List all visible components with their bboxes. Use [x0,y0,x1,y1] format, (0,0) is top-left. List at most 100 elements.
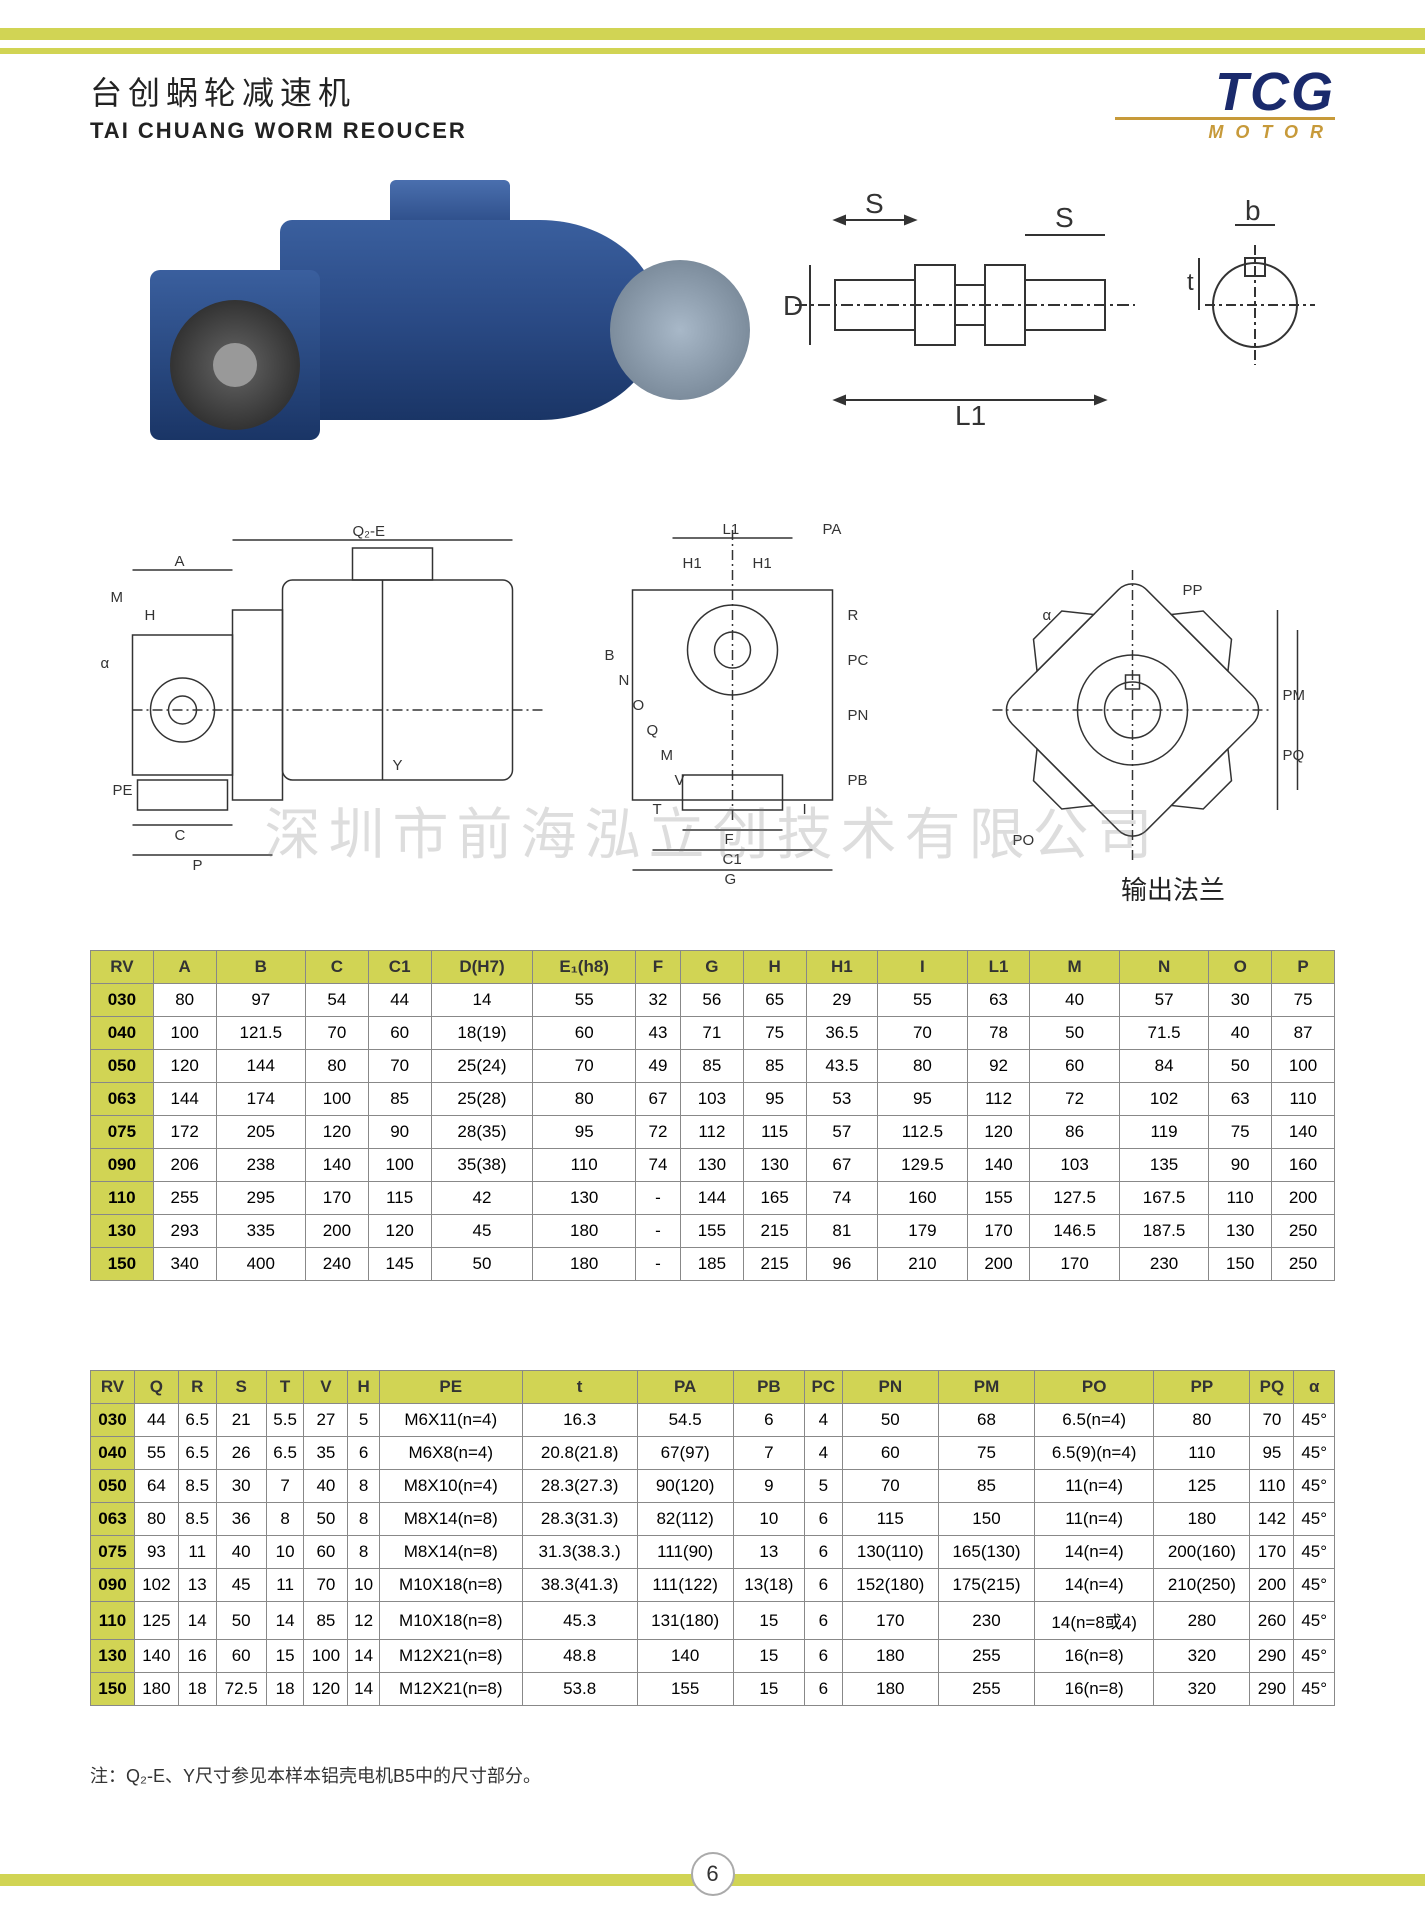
table-cell: 85 [680,1050,743,1083]
table-cell: 6 [805,1503,843,1536]
svg-text:L1: L1 [723,521,740,538]
table-cell: 230 [938,1602,1034,1640]
table-row: 07593114010608M8X14(n=8)31.3(38.3.)111(9… [91,1536,1335,1569]
table-row: 050120144807025(24)7049858543.5809260845… [91,1050,1335,1083]
table-cell: 18 [178,1673,216,1706]
table-cell: 130 [91,1215,154,1248]
table-cell: 180 [842,1640,938,1673]
table-cell: 110 [1209,1182,1272,1215]
table-cell: 9 [733,1470,804,1503]
table-header-cell: α [1294,1371,1335,1404]
table-cell: 110 [1272,1083,1335,1116]
table-cell: 50 [842,1404,938,1437]
table-cell: 125 [1154,1470,1250,1503]
table-cell: 160 [1272,1149,1335,1182]
table-cell: 6 [805,1602,843,1640]
table-cell: 16.3 [522,1404,637,1437]
table-cell: 180 [134,1673,178,1706]
table-cell: 165(130) [938,1536,1034,1569]
table-cell: 111(90) [637,1536,733,1569]
title-chinese: 台创蜗轮减速机 [90,68,467,114]
table-cell: 135 [1119,1149,1208,1182]
table-header-cell: t [522,1371,637,1404]
table-cell: 110 [91,1602,135,1640]
table-cell: 44 [134,1404,178,1437]
table-cell: 110 [1250,1470,1294,1503]
table-cell: 127.5 [1030,1182,1119,1215]
table-cell: 70 [878,1017,967,1050]
table-header-cell: V [304,1371,348,1404]
table-cell: 172 [153,1116,216,1149]
table-cell: 6 [805,1673,843,1706]
table-cell: 70 [306,1017,369,1050]
svg-text:D: D [783,290,803,321]
table-header-cell: G [680,951,743,984]
table-cell: 5 [348,1404,379,1437]
table-cell: 210 [878,1248,967,1281]
table-cell: 85 [304,1602,348,1640]
table-cell: 6.5(n=4) [1035,1404,1154,1437]
table-cell: 90 [368,1116,431,1149]
table-cell: 40 [304,1470,348,1503]
svg-text:H: H [145,607,156,624]
table-cell: 63 [967,984,1030,1017]
table-header-cell: RV [91,951,154,984]
table-header-cell: D(H7) [431,951,533,984]
table-cell: M12X21(n=8) [379,1640,522,1673]
title-block: 台创蜗轮减速机 TAI CHUANG WORM REOUCER [90,68,467,144]
table-cell: 90(120) [637,1470,733,1503]
table-header-cell: O [1209,951,1272,984]
table-cell: 102 [134,1569,178,1602]
table-cell: 40 [216,1536,266,1569]
table-cell: 8 [348,1470,379,1503]
table-cell: 050 [91,1050,154,1083]
table-cell: 110 [1154,1437,1250,1470]
svg-text:O: O [633,697,645,714]
table-cell: 16(n=8) [1035,1640,1154,1673]
table-cell: 50 [1030,1017,1119,1050]
table-cell: 50 [431,1248,533,1281]
table-cell: 6.5 [178,1437,216,1470]
table-cell: M8X10(n=4) [379,1470,522,1503]
footnote: 注：Q₂-E、Y尺寸参见本样本铝壳电机B5中的尺寸部分。 [90,1762,541,1788]
table-cell: 67(97) [637,1437,733,1470]
table-cell: 38.3(41.3) [522,1569,637,1602]
table-cell: 130(110) [842,1536,938,1569]
table-cell: 50 [304,1503,348,1536]
table-cell: 103 [1030,1149,1119,1182]
table-cell: 120 [306,1116,369,1149]
table-cell: 45° [1294,1437,1335,1470]
table-header-cell: P [1272,951,1335,984]
table-cell: 7 [733,1437,804,1470]
table-cell: 74 [635,1149,680,1182]
table-header-cell: M [1030,951,1119,984]
table-cell: 8 [348,1536,379,1569]
table-cell: 112 [680,1116,743,1149]
table-cell: 5.5 [266,1404,304,1437]
table-row: 15034040024014550180-1852159621020017023… [91,1248,1335,1281]
table-cell: 97 [216,984,305,1017]
table-cell: 115 [842,1503,938,1536]
table-cell: 112.5 [878,1116,967,1149]
table-cell: 55 [878,984,967,1017]
table-cell: M8X14(n=8) [379,1536,522,1569]
table-cell: 90 [1209,1149,1272,1182]
table-cell: 29 [806,984,878,1017]
table-header-cell: PE [379,1371,522,1404]
table-cell: 28.3(31.3) [522,1503,637,1536]
table-cell: 320 [1154,1673,1250,1706]
table-cell: M10X18(n=8) [379,1569,522,1602]
table-cell: 103 [680,1083,743,1116]
table-header-cell: R [178,1371,216,1404]
table-cell: 60 [304,1536,348,1569]
table-cell: 43.5 [806,1050,878,1083]
table-cell: 18 [266,1673,304,1706]
svg-text:C: C [175,827,186,844]
svg-text:I: I [803,801,807,818]
table-header-cell: S [216,1371,266,1404]
table-cell: 95 [878,1083,967,1116]
table-cell: 400 [216,1248,305,1281]
table-cell: 063 [91,1503,135,1536]
table-cell: M6X8(n=4) [379,1437,522,1470]
table-header-cell: E₁(h8) [533,951,636,984]
